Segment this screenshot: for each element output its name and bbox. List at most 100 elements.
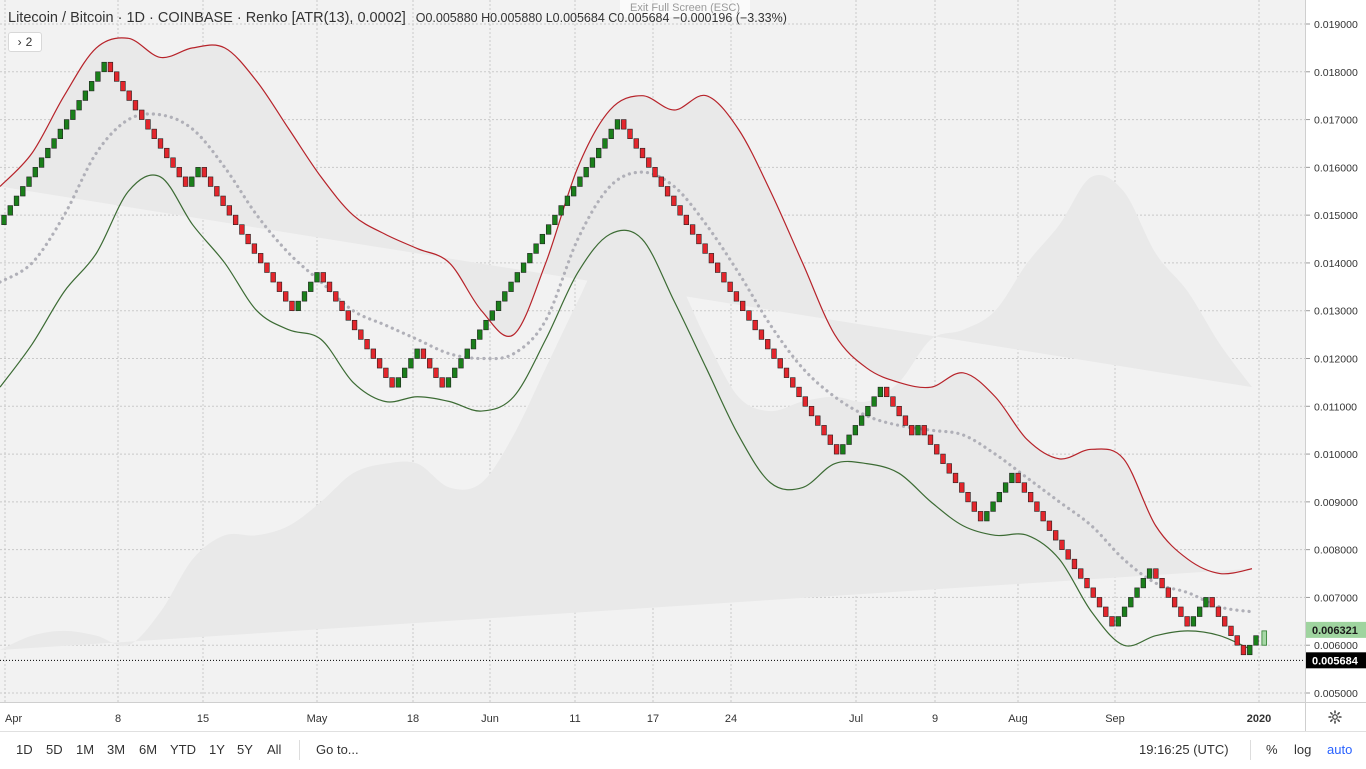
renko-brick-up bbox=[82, 90, 89, 101]
renko-brick-up bbox=[552, 214, 558, 225]
renko-brick-up bbox=[571, 186, 577, 197]
range-all-button[interactable]: All bbox=[267, 742, 282, 757]
renko-brick-down bbox=[376, 358, 383, 369]
x-tick-label: 18 bbox=[407, 713, 419, 725]
renko-brick-down bbox=[965, 491, 971, 503]
y-tick-label: 0.005000 bbox=[1314, 688, 1358, 700]
price-marker-badge bbox=[1306, 652, 1366, 669]
price-marker-label: 0.006321 bbox=[1312, 625, 1358, 637]
renko-brick-down bbox=[627, 128, 633, 139]
renko-brick-up bbox=[395, 377, 402, 388]
renko-brick-down bbox=[226, 205, 233, 216]
renko-brick-down bbox=[714, 262, 721, 273]
renko-brick-down bbox=[896, 405, 902, 417]
renko-brick-up bbox=[63, 119, 70, 130]
x-tick-label: Aug bbox=[1008, 713, 1028, 725]
y-tick-label: 0.012000 bbox=[1314, 354, 1358, 366]
renko-brick-down bbox=[1228, 625, 1234, 636]
range-ytd-button[interactable]: YTD bbox=[170, 742, 196, 757]
renko-brick-up bbox=[445, 377, 452, 388]
renko-brick-down bbox=[333, 291, 339, 302]
renko-brick-down bbox=[959, 482, 965, 493]
renko-brick-down bbox=[1096, 597, 1103, 608]
renko-brick-up bbox=[195, 167, 201, 178]
renko-brick-up bbox=[984, 511, 990, 522]
renko-brick-down bbox=[1040, 511, 1046, 522]
renko-brick-up bbox=[508, 281, 514, 292]
y-tick-label: 0.009000 bbox=[1314, 497, 1358, 509]
gear-icon[interactable] bbox=[1328, 710, 1342, 724]
percent-scale-toggle[interactable]: % bbox=[1266, 742, 1278, 757]
exit-fullscreen-hint[interactable]: Exit Full Screen (ESC) bbox=[620, 0, 750, 17]
renko-brick-up bbox=[408, 358, 414, 369]
renko-brick-up bbox=[458, 358, 464, 369]
renko-brick-up bbox=[1146, 568, 1153, 579]
renko-brick-up bbox=[314, 272, 320, 283]
renko-brick-up bbox=[38, 157, 45, 168]
collapse-indicators-button[interactable]: › 2 bbox=[8, 32, 42, 52]
x-tick-label: 11 bbox=[569, 713, 580, 725]
y-tick-label: 0.019000 bbox=[1314, 19, 1358, 31]
renko-brick-down bbox=[258, 253, 264, 264]
renko-brick-down bbox=[884, 386, 890, 398]
range-5d-button[interactable]: 5D bbox=[46, 742, 63, 757]
renko-brick-up bbox=[545, 224, 552, 235]
price-axis[interactable]: 0.019000 0.018000 0.017000 0.016000 0.015000… bbox=[1305, 0, 1366, 702]
renko-brick-up bbox=[301, 291, 308, 302]
chart-settings-area[interactable] bbox=[1305, 702, 1366, 731]
renko-brick-down bbox=[370, 348, 376, 359]
renko-brick-down bbox=[439, 377, 445, 388]
renko-brick-up bbox=[7, 205, 13, 216]
renko-brick-down bbox=[114, 71, 120, 82]
goto-date-button[interactable]: Go to... bbox=[316, 742, 359, 757]
renko-brick-up bbox=[1140, 578, 1146, 589]
range-1d-button[interactable]: 1D bbox=[16, 742, 33, 757]
range-6m-button[interactable]: 6M bbox=[139, 742, 158, 757]
renko-brick-down bbox=[1071, 558, 1078, 570]
x-tick-label: 8 bbox=[115, 713, 121, 725]
renko-brick-down bbox=[1027, 491, 1034, 503]
renko-brick-down bbox=[783, 367, 790, 378]
renko-brick-down bbox=[1109, 616, 1115, 627]
renko-brick-up bbox=[189, 176, 195, 187]
renko-brick-up bbox=[76, 100, 82, 111]
range-5y-button[interactable]: 5Y bbox=[237, 742, 253, 757]
chart-plot-area[interactable] bbox=[0, 0, 1305, 702]
renko-brick-down bbox=[746, 310, 752, 321]
time-axis[interactable]: Apr 8 15 May 18 Jun 11 17 24 Jul 9 Aug Sep 2020 bbox=[0, 702, 1305, 731]
renko-brick-up bbox=[1, 214, 7, 225]
renko-brick-down bbox=[1065, 549, 1071, 560]
renko-brick-down bbox=[683, 214, 689, 225]
range-1m-button[interactable]: 1M bbox=[76, 742, 95, 757]
renko-brick-up bbox=[1190, 616, 1197, 627]
renko-brick-up bbox=[470, 339, 477, 350]
renko-brick-down bbox=[952, 472, 959, 484]
renko-brick-up bbox=[295, 300, 301, 312]
renko-brick-down bbox=[1178, 606, 1184, 617]
renko-brick-up bbox=[1253, 635, 1259, 646]
renko-brick-down bbox=[671, 195, 677, 206]
renko-brick-down bbox=[1153, 568, 1159, 579]
renko-brick-up bbox=[1197, 606, 1203, 617]
y-tick-label: 0.011000 bbox=[1314, 401, 1357, 413]
renko-brick-up bbox=[452, 367, 458, 378]
symbol-title[interactable]: Litecoin / Bitcoin · 1D · COINBASE · Ren… bbox=[8, 10, 406, 26]
renko-brick-up bbox=[602, 138, 608, 149]
renko-brick-down bbox=[934, 444, 940, 455]
renko-brick-up bbox=[477, 329, 483, 340]
range-3m-button[interactable]: 3M bbox=[107, 742, 126, 757]
clock-timezone[interactable]: 19:16:25 (UTC) bbox=[1139, 742, 1229, 757]
renko-brick-down bbox=[677, 205, 683, 216]
renko-brick-up bbox=[915, 425, 921, 436]
auto-scale-toggle[interactable]: auto bbox=[1327, 742, 1353, 757]
renko-brick-up bbox=[308, 281, 314, 292]
renko-brick-down bbox=[790, 377, 796, 388]
renko-brick-down bbox=[752, 319, 758, 331]
renko-brick-down bbox=[971, 501, 977, 512]
log-scale-toggle[interactable]: log bbox=[1294, 742, 1312, 757]
chart-canvas[interactable] bbox=[0, 0, 1305, 702]
renko-brick-down bbox=[1184, 616, 1190, 627]
range-1y-button[interactable]: 1Y bbox=[209, 742, 225, 757]
renko-brick-down bbox=[1053, 530, 1059, 541]
renko-brick-down bbox=[220, 195, 226, 206]
